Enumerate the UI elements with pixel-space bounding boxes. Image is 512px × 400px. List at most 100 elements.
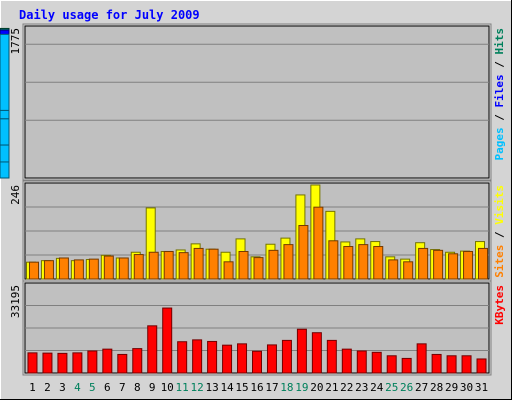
bar-sites-day-12 (193, 247, 204, 280)
bar-sites-day-31 (478, 247, 489, 280)
x-label-day-8: 8 (134, 381, 141, 394)
bar-kbytes-day-11 (177, 341, 188, 374)
x-label-day-21: 21 (325, 381, 338, 394)
panel-bottom-legend: KBytes (493, 285, 506, 325)
bar-kbytes-day-20 (311, 332, 322, 374)
bar-kbytes-day-12 (192, 339, 203, 374)
x-label-day-3: 3 (59, 381, 66, 394)
chart-title: Daily usage for July 2009 (19, 8, 200, 22)
legend-entry: Sites (493, 245, 506, 278)
legend-entry: / (493, 55, 506, 75)
x-label-day-9: 9 (149, 381, 156, 394)
legend-entry: / (493, 225, 506, 245)
bar-sites-day-2 (43, 260, 54, 280)
bar-kbytes-day-28 (431, 353, 442, 374)
legend-entry: KBytes (493, 285, 506, 325)
bar-sites-day-11 (178, 252, 189, 280)
bar-kbytes-day-29 (446, 355, 457, 374)
bar-sites-day-29 (448, 253, 459, 280)
legend-entry: Hits (493, 28, 506, 55)
x-label-day-28: 28 (430, 381, 443, 394)
x-label-day-10: 10 (161, 381, 174, 394)
x-label-day-12: 12 (191, 381, 204, 394)
bar-kbytes-day-21 (326, 339, 337, 374)
bar-kbytes-day-13 (207, 340, 218, 374)
bar-kbytes-day-4 (72, 352, 83, 374)
bar-sites-day-7 (118, 257, 129, 280)
x-label-day-14: 14 (220, 381, 234, 394)
x-label-day-27: 27 (415, 381, 428, 394)
x-label-day-17: 17 (265, 381, 278, 394)
bar-kbytes-day-25 (386, 355, 397, 374)
bar-sites-day-22 (343, 246, 354, 280)
bar-kbytes-day-2 (42, 352, 53, 374)
panel-top: 1775 Pages / Files / Hits (0, 23, 506, 181)
panel-top-ymax-label: 1775 (9, 28, 22, 55)
bar-sites-day-8 (133, 254, 144, 280)
bar-sites-day-28 (433, 249, 444, 280)
x-label-day-22: 22 (340, 381, 353, 394)
bar-sites-day-15 (238, 250, 249, 280)
bar-sites-day-4 (73, 259, 84, 280)
x-label-day-11: 11 (176, 381, 189, 394)
bar-sites-day-23 (358, 244, 369, 280)
x-label-day-18: 18 (280, 381, 293, 394)
panel-middle-ymax-label: 246 (9, 185, 22, 205)
bar-kbytes-day-30 (461, 355, 472, 374)
bar-pages-day-31 (0, 161, 10, 179)
bar-sites-day-1 (28, 261, 39, 280)
bar-kbytes-day-31 (476, 358, 487, 374)
bar-sites-day-24 (373, 246, 384, 280)
x-label-day-20: 20 (310, 381, 323, 394)
bar-kbytes-day-10 (162, 307, 173, 374)
x-label-day-24: 24 (370, 381, 384, 394)
bar-sites-day-5 (88, 258, 99, 280)
panel-middle-legend: Sites / Visits (493, 185, 506, 278)
x-axis-labels: 1 2 3 4 5 6 7 8 9 10 11 12 13 14 15 16 17 18 19 20 21 22 23 24 2… (29, 381, 488, 394)
panel-top-plot-area (24, 25, 490, 179)
x-label-day-5: 5 (89, 381, 96, 394)
bar-kbytes-day-3 (57, 352, 68, 374)
bar-sites-day-17 (268, 249, 279, 280)
bar-sites-day-19 (298, 225, 309, 280)
panels-layer: 1775 Pages / Files / Hits 246 Sites / Visit… (0, 23, 506, 376)
bar-kbytes-day-23 (356, 350, 367, 374)
bar-sites-day-26 (403, 261, 414, 280)
x-label-day-15: 15 (235, 381, 248, 394)
x-label-day-1: 1 (29, 381, 36, 394)
panel-bottom: 33195 KBytes (9, 280, 506, 376)
x-label-day-31: 31 (475, 381, 488, 394)
bar-sites-day-6 (103, 255, 114, 280)
bar-kbytes-day-15 (237, 343, 248, 374)
bar-sites-day-25 (388, 259, 399, 280)
x-label-day-16: 16 (250, 381, 263, 394)
bar-kbytes-day-14 (222, 344, 233, 374)
bar-kbytes-day-22 (341, 348, 352, 374)
bar-kbytes-day-19 (296, 328, 307, 374)
bar-sites-day-30 (463, 250, 474, 280)
bar-kbytes-day-1 (27, 352, 38, 374)
bar-sites-day-3 (58, 257, 69, 280)
x-label-day-4: 4 (74, 381, 81, 394)
bar-kbytes-day-9 (147, 325, 158, 374)
legend-entry: / (493, 108, 506, 128)
bar-sites-day-20 (313, 206, 324, 280)
legend-entry: Files (493, 74, 506, 107)
x-label-day-23: 23 (355, 381, 368, 394)
bar-kbytes-day-5 (87, 350, 98, 374)
bar-kbytes-day-26 (401, 357, 412, 374)
legend-entry: Pages (493, 127, 506, 160)
panel-bottom-border (22, 280, 492, 376)
x-label-day-29: 29 (445, 381, 458, 394)
panel-top-border (22, 23, 492, 181)
bar-kbytes-day-6 (102, 348, 113, 374)
bar-sites-day-16 (253, 257, 264, 280)
x-label-day-25: 25 (385, 381, 398, 394)
bar-sites-day-14 (223, 261, 234, 280)
bar-kbytes-day-17 (266, 344, 277, 374)
bar-sites-day-10 (163, 250, 174, 280)
x-label-day-2: 2 (44, 381, 51, 394)
bar-kbytes-day-24 (371, 351, 382, 374)
bar-kbytes-day-27 (416, 343, 427, 374)
